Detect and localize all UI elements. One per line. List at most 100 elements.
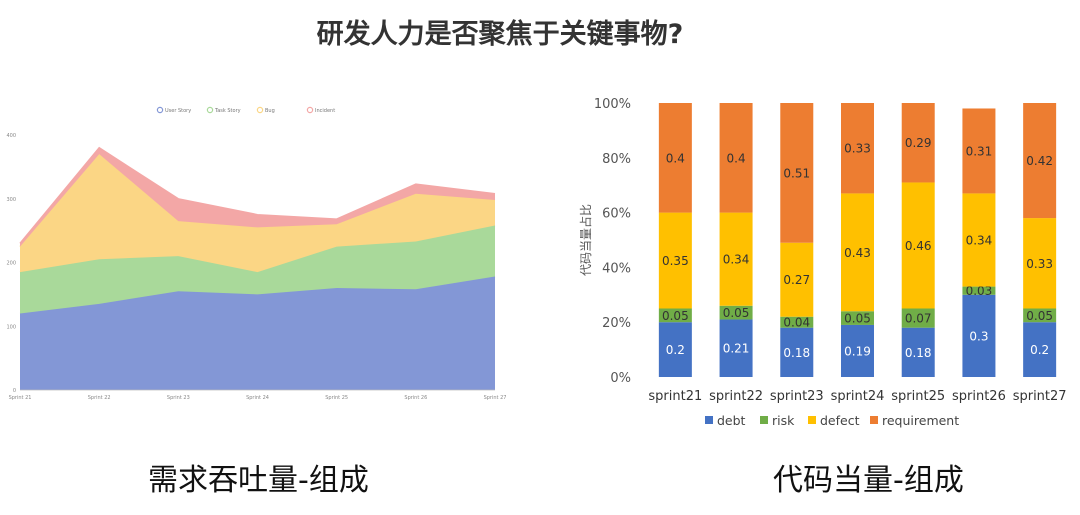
x-tick-label: Sprint 22 [88,395,111,401]
y-tick-label: 80% [602,152,631,167]
bar-segment-debt [658,322,692,377]
throughput-area-chart: 0 100 200 300 400 Sprint 21 Sprint 22 Sprint 23… [6,106,507,401]
data-label: 0.05 [662,309,689,323]
bar-segment-defect [780,242,814,317]
y-tick-label: 100% [594,97,631,112]
data-label: 0.29 [905,136,932,150]
page-title: 研发人力是否聚焦于关键事物? [316,19,684,50]
x-tick-label: Sprint 21 [9,395,32,401]
caption-throughput: 需求吞吐量-组成 [148,463,369,498]
data-label: 0.34 [966,234,993,248]
bar-segment-defect [658,212,692,309]
legend-label: defect [820,413,860,428]
x-tick-label: Sprint 26 [404,395,427,401]
bar-segment-defect [719,212,753,306]
legend-marker [206,106,214,114]
data-label: 0.27 [783,273,810,287]
legend-swatch [760,416,768,424]
data-label: 0.4 [727,151,746,165]
y-tick-label: 40% [602,261,631,276]
x-tick-label: Sprint 27 [484,395,507,401]
area-series-line-4 [19,146,496,244]
y-tick-label: 20% [602,316,631,331]
legend-label: Incident [315,108,335,114]
legend-swatch [808,416,816,424]
legend-label: User Story [165,108,191,114]
bar-segment-requirement [719,103,753,213]
legend-marker [256,106,264,114]
y-tick-label: 100 [6,324,16,330]
legend-swatch [870,416,878,424]
x-tick-label: Sprint 25 [325,395,348,401]
legend-label: debt [717,413,746,428]
bar-segment-defect [901,182,935,309]
area-series-4 [20,147,495,247]
bar-segment-requirement [780,103,814,243]
y-tick-label: 0 [13,388,16,394]
data-label: 0.33 [1026,257,1053,271]
bar-segment-risk [901,308,935,328]
data-label: 0.18 [783,346,810,360]
data-label: 0.35 [662,254,689,268]
x-tick-label: sprint23 [770,389,824,404]
legend-label: Task Story [214,108,241,114]
bar-segment-requirement [1023,103,1057,219]
bar-segment-defect [962,193,996,287]
code-equivalent-bar-chart: 代码当量占比 0% 20% 40% 60% 80% 100% 0.2 0.05 0.35 0.4 sp… [578,97,1067,428]
bar-segment-debt [719,319,753,377]
data-label: 0.05 [844,312,871,326]
bar-segment-requirement [962,108,996,194]
bar-segment-debt [901,327,935,377]
y-axis-title: 代码当量占比 [578,204,593,276]
bar-segment-requirement [658,103,692,213]
x-tick-label: sprint26 [952,389,1006,404]
data-label: 0.34 [723,253,750,267]
data-label: 0.43 [844,246,871,260]
data-label: 0.3 [969,329,988,343]
x-tick-label: sprint25 [891,389,945,404]
legend-marker [156,106,164,114]
area-series-3 [20,154,495,273]
data-label: 0.2 [1030,343,1049,357]
data-label: 0.05 [1026,309,1053,323]
bar-segment-risk [841,311,874,325]
bar-segment-risk [658,308,692,323]
data-label: 0.05 [723,306,750,320]
y-tick-label: 0% [610,371,631,386]
data-label: 0.04 [783,316,810,330]
y-tick-label: 60% [602,207,631,222]
data-label: 0.21 [723,342,750,356]
data-label: 0.07 [905,312,932,326]
data-label: 0.18 [905,346,932,360]
x-tick-label: sprint27 [1013,389,1067,404]
x-tick-label: sprint22 [709,389,763,404]
data-label: 0.03 [966,284,993,298]
legend-marker [306,106,314,114]
legend-label: requirement [882,413,959,428]
bar-segment-debt [962,294,996,377]
bar-segment-risk [780,316,814,328]
bar-segment-defect [1023,218,1057,309]
y-tick-label: 400 [6,133,16,139]
legend-swatch [705,416,713,424]
data-label: 0.31 [966,144,993,158]
bar-segment-risk [719,305,753,320]
x-tick-label: sprint21 [648,389,702,404]
data-label: 0.46 [905,239,932,253]
bar-segment-requirement [841,103,874,194]
area-legend: User Story Task Story Bug Incident [156,106,335,114]
data-label: 0.33 [844,142,871,156]
y-tick-label: 300 [6,197,16,203]
bar-legend: debt risk defect requirement [705,413,959,428]
area-series-1 [20,276,495,390]
data-label: 0.42 [1026,154,1053,168]
data-label: 0.19 [844,344,871,358]
x-tick-label: Sprint 24 [246,395,269,401]
data-label: 0.2 [666,343,685,357]
bar-segment-defect [841,193,874,312]
bar-segment-requirement [901,103,935,183]
caption-code-equivalent: 代码当量-组成 [773,463,964,498]
area-series-2 [20,225,495,314]
legend-label: Bug [265,108,275,114]
bar-segment-debt [841,324,874,377]
